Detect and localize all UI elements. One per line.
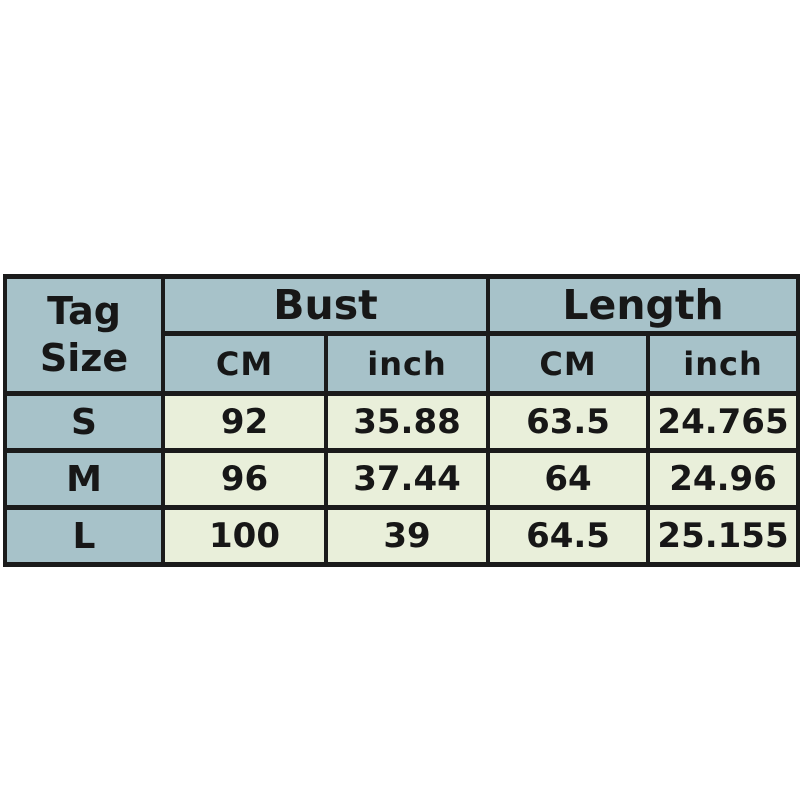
length-inch-header: inch [646, 331, 800, 396]
value-cell: 35.88 [323, 391, 491, 453]
tag-size-line1: Tag [47, 288, 121, 333]
unit-header-row: CM inch CM inch [5, 331, 800, 396]
bust-inch-header: inch [323, 331, 491, 396]
group-header-length: Length [486, 274, 800, 336]
size-label-m: M [3, 448, 165, 510]
value-cell: 64.5 [486, 505, 651, 567]
table-row-s: S 92 35.88 63.5 24.765 [3, 391, 800, 453]
value-cell: 100 [161, 505, 328, 567]
value-cell: 37.44 [323, 448, 491, 510]
value-cell: 92 [161, 391, 328, 453]
value-cell: 39 [323, 505, 491, 567]
group-header-row: Tag Size Bust Length [3, 274, 800, 396]
length-cm-header: CM [486, 331, 651, 396]
table-row-l: L 100 39 64.5 25.155 [3, 505, 800, 567]
group-header-bust: Bust [160, 274, 491, 336]
value-cell: 24.765 [646, 391, 800, 453]
table-row-m: M 96 37.44 64 24.96 [3, 448, 800, 510]
tag-size-corner-cell: Tag Size [3, 274, 165, 396]
size-chart-table: Tag Size Bust Length CM inch CM inch S 9… [3, 274, 800, 567]
value-cell: 64 [486, 448, 651, 510]
value-cell: 63.5 [486, 391, 651, 453]
value-cell: 96 [161, 448, 328, 510]
value-cell: 24.96 [646, 448, 800, 510]
value-cell: 25.155 [646, 505, 800, 567]
bust-cm-header: CM [161, 331, 328, 396]
size-label-s: S [3, 391, 165, 453]
size-label-l: L [3, 505, 165, 567]
tag-size-line2: Size [39, 336, 129, 380]
